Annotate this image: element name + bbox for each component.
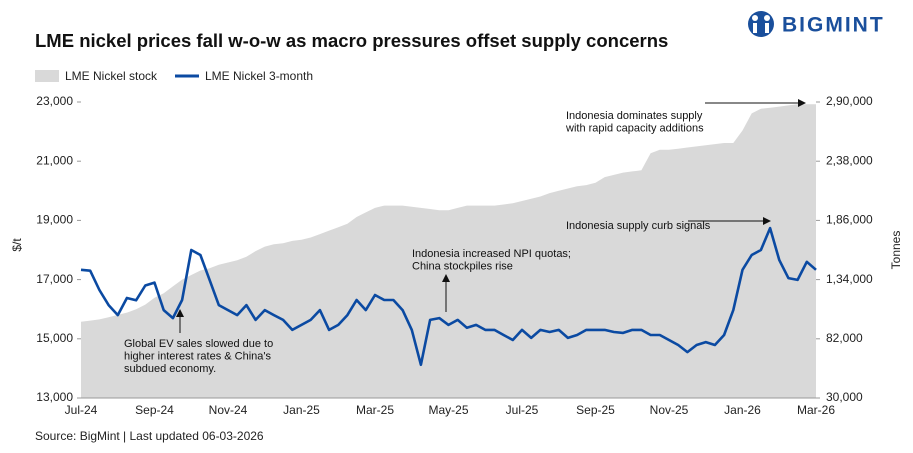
y2-tick-label: 82,000 — [826, 331, 863, 345]
y-tick-label: 23,000 — [36, 94, 73, 108]
annotation: higher interest rates & China's — [124, 350, 272, 362]
x-tick-label: Mar-26 — [797, 403, 835, 417]
annotation: with rapid capacity additions — [565, 122, 704, 134]
y-tick-label: 17,000 — [36, 272, 73, 286]
annotation: Indonesia supply curb signals — [566, 220, 711, 232]
x-tick-label: Nov-24 — [209, 403, 248, 417]
stock-area — [81, 104, 816, 399]
y-tick-label: 19,000 — [36, 213, 73, 227]
chart-title: LME nickel prices fall w-o-w as macro pr… — [35, 30, 668, 51]
y-axis-label: $/t — [10, 238, 24, 252]
legend-label: LME Nickel stock — [65, 69, 158, 83]
y2-tick-label: 1,34,000 — [826, 272, 873, 286]
annotation: Global EV sales slowed due to — [124, 338, 273, 350]
y-tick-label: 15,000 — [36, 331, 73, 345]
y2-tick-label: 30,000 — [826, 390, 863, 404]
x-tick-label: Nov-25 — [650, 403, 689, 417]
x-tick-label: May-25 — [428, 403, 468, 417]
y2-axis-label: Tonnes — [889, 231, 903, 270]
legend-label: LME Nickel 3-month — [205, 69, 313, 83]
price-line — [80, 226, 817, 367]
x-tick-label: Jul-24 — [65, 403, 98, 417]
x-tick-label: Jul-25 — [506, 403, 539, 417]
annotation: subdued economy. — [124, 363, 216, 375]
source: Source: BigMint | Last updated 06-03-202… — [35, 429, 264, 443]
x-tick-label: Jan-26 — [724, 403, 761, 417]
annotation: China stockpiles rise — [412, 260, 513, 272]
logo-icon — [748, 11, 774, 37]
x-tick-label: Mar-25 — [356, 403, 394, 417]
legend-swatch — [35, 70, 59, 82]
y2-tick-label: 2,90,000 — [826, 94, 873, 108]
x-tick-label: Jan-25 — [283, 403, 320, 417]
y-tick-label: 13,000 — [36, 390, 73, 404]
logo: BIGMINT — [782, 14, 885, 37]
x-tick-label: Sep-24 — [135, 403, 174, 417]
y2-tick-label: 2,38,000 — [826, 153, 873, 167]
annotation: Indonesia increased NPI quotas; — [412, 248, 571, 260]
y2-tick-label: 1,86,000 — [826, 213, 873, 227]
x-tick-label: Sep-25 — [576, 403, 615, 417]
annotation: Indonesia dominates supply — [566, 110, 703, 122]
y-tick-label: 21,000 — [36, 153, 73, 167]
